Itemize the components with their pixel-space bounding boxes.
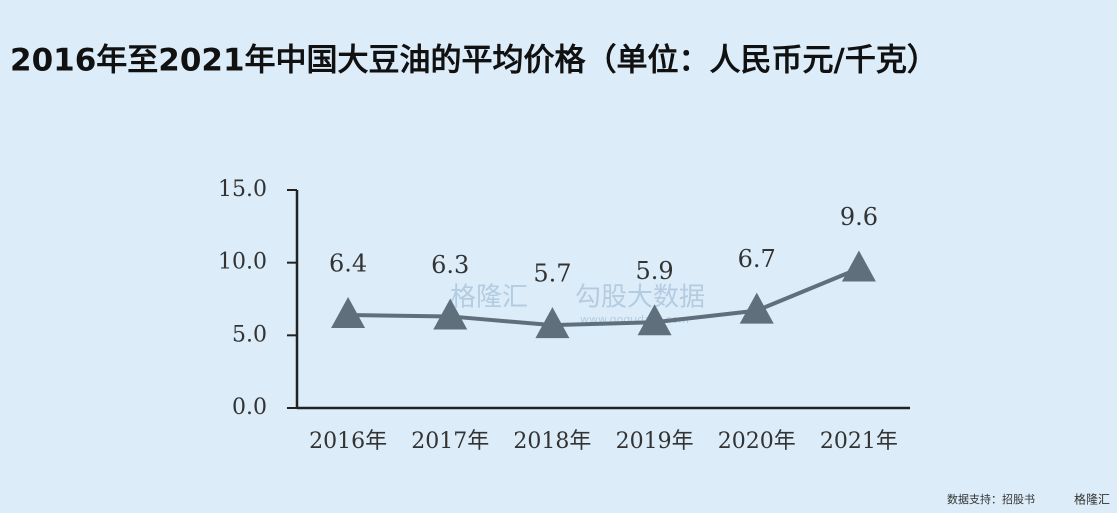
- marker: [637, 304, 672, 336]
- x-tick-label: 2018年: [513, 429, 591, 454]
- chart-title: 2016年至2021年中国大豆油的平均价格（单位：人民币元/千克）: [10, 43, 938, 79]
- source: 数据支持：招股书: [947, 492, 1035, 506]
- marker: [433, 298, 468, 330]
- data-label: 5.9: [635, 257, 673, 285]
- y-tick-label: 0.0: [232, 395, 267, 420]
- data-label: 9.6: [840, 203, 878, 231]
- marker: [739, 292, 774, 324]
- data-label: 5.7: [533, 260, 571, 288]
- data-line: [348, 266, 860, 328]
- marker: [841, 250, 876, 282]
- marker: [535, 307, 570, 339]
- y-tick-label: 15.0: [218, 177, 267, 202]
- logo: 格隆汇: [1074, 492, 1110, 507]
- x-tick-label: 2016年: [309, 429, 387, 454]
- y-tick-label: 10.0: [218, 250, 267, 275]
- watermark: 格隆汇: [450, 283, 528, 313]
- x-tick-label: 2019年: [616, 429, 694, 454]
- x-tick-label: 2020年: [718, 429, 796, 454]
- data-label: 6.4: [329, 249, 367, 277]
- watermark: 勾股大数据: [575, 283, 705, 313]
- marker: [331, 296, 366, 328]
- data-label: 6.3: [431, 251, 469, 279]
- y-tick-label: 5.0: [232, 322, 267, 347]
- x-tick-label: 2021年: [820, 429, 898, 454]
- data-label: 6.7: [738, 245, 776, 273]
- x-tick-label: 2017年: [411, 429, 489, 454]
